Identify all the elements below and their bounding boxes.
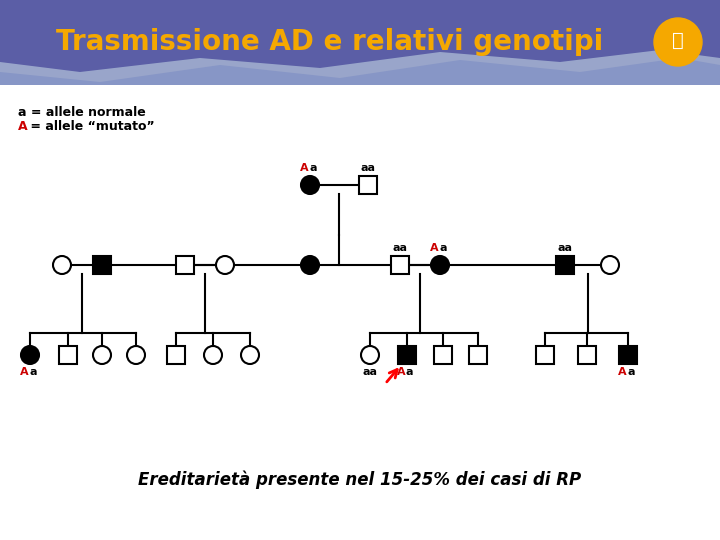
- Circle shape: [301, 256, 319, 274]
- Circle shape: [93, 346, 111, 364]
- Bar: [359, 176, 377, 194]
- Text: a: a: [29, 367, 37, 377]
- Bar: [469, 346, 487, 364]
- Text: Trasmissione AD e relativi genotipi: Trasmissione AD e relativi genotipi: [56, 28, 603, 56]
- Text: a: a: [406, 367, 413, 377]
- Bar: [391, 256, 409, 274]
- Circle shape: [204, 346, 222, 364]
- Text: a: a: [309, 163, 317, 173]
- Bar: [398, 346, 416, 364]
- Text: A: A: [20, 367, 29, 377]
- Circle shape: [654, 18, 702, 66]
- Text: aa: aa: [361, 163, 376, 173]
- Polygon shape: [0, 50, 720, 85]
- Text: aa: aa: [557, 243, 572, 253]
- Circle shape: [601, 256, 619, 274]
- Text: a: a: [439, 243, 446, 253]
- Circle shape: [53, 256, 71, 274]
- Bar: [0, 0, 720, 85]
- Circle shape: [241, 346, 259, 364]
- Circle shape: [127, 346, 145, 364]
- Text: Ereditarietà presente nel 15-25% dei casi di RP: Ereditarietà presente nel 15-25% dei cas…: [138, 471, 582, 489]
- Bar: [59, 346, 77, 364]
- Text: A: A: [397, 367, 406, 377]
- Circle shape: [361, 346, 379, 364]
- Bar: [93, 256, 111, 274]
- Circle shape: [301, 176, 319, 194]
- Text: A: A: [300, 163, 309, 173]
- Text: A: A: [18, 120, 27, 133]
- Polygon shape: [0, 58, 720, 85]
- Text: A: A: [431, 243, 439, 253]
- Text: aa: aa: [392, 243, 408, 253]
- Circle shape: [658, 22, 698, 62]
- Bar: [619, 346, 637, 364]
- Text: a = allele normale: a = allele normale: [18, 106, 145, 119]
- Circle shape: [21, 346, 39, 364]
- Text: aa: aa: [362, 367, 377, 377]
- Bar: [578, 346, 596, 364]
- Text: ⛹: ⛹: [672, 30, 684, 50]
- Bar: [536, 346, 554, 364]
- Text: A: A: [618, 367, 627, 377]
- Text: = allele “mutato”: = allele “mutato”: [26, 120, 155, 133]
- Bar: [167, 346, 185, 364]
- Circle shape: [216, 256, 234, 274]
- Circle shape: [431, 256, 449, 274]
- Bar: [434, 346, 452, 364]
- Bar: [176, 256, 194, 274]
- Text: a: a: [627, 367, 634, 377]
- Bar: [556, 256, 574, 274]
